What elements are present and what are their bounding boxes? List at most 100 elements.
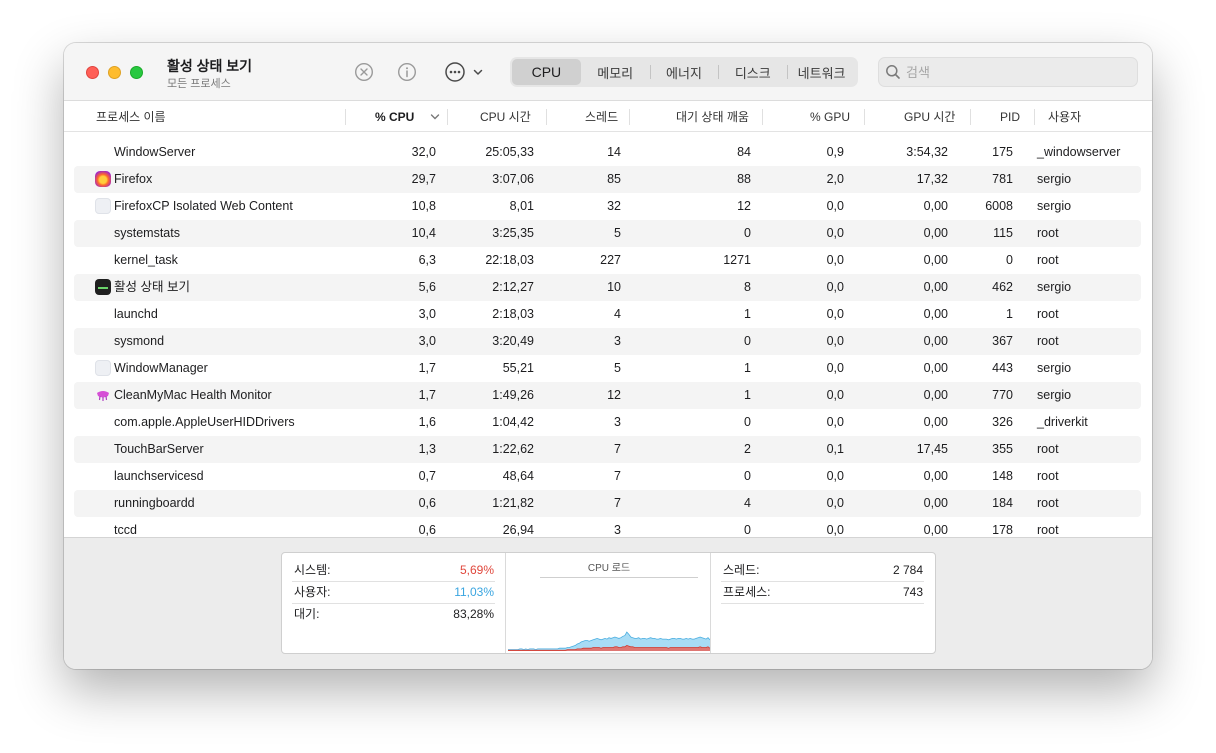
user-name: sergio (1037, 199, 1072, 213)
more-actions-button[interactable] (442, 61, 486, 83)
close-window-button[interactable] (86, 66, 99, 79)
search-input[interactable] (906, 64, 1106, 80)
user-label: 사용자: (294, 585, 331, 599)
idle-wakeups: 1 (744, 388, 751, 402)
cpu-time: 1:21,82 (492, 496, 534, 510)
table-row[interactable]: WindowServer 32,0 25:05,33 14 84 0,9 3:54,32 17… (74, 139, 1141, 166)
idle-wakeups: 8 (744, 280, 751, 294)
tab-energy[interactable]: 에너지 (649, 59, 719, 85)
gpu-time: 17,32 (916, 172, 948, 186)
inspect-process-button[interactable] (396, 61, 418, 83)
column-header-pid[interactable]: PID (1000, 110, 1021, 124)
column-header-gpu[interactable]: % GPU (810, 110, 851, 124)
table-row[interactable]: CleanMyMac Health Monitor 1,7 1:49,26 12 1 0,… (74, 382, 1141, 409)
gpu-time: 0,00 (923, 388, 948, 402)
thread-count: 7 (614, 442, 621, 456)
pid: 367 (992, 334, 1013, 348)
table-row[interactable]: WindowManager 1,7 55,21 5 1 0,0 0,00 443 sergio (74, 355, 1141, 382)
gpu-time: 3:54,32 (906, 145, 948, 159)
gpu-percent: 0,1 (826, 442, 844, 456)
window-subtitle[interactable]: 모든 프로세스 (167, 78, 231, 90)
cpu-percent: 1,7 (418, 388, 436, 402)
column-header-user[interactable]: 사용자 (1048, 110, 1082, 124)
table-row[interactable]: Firefox 29,7 3:07,06 85 88 2,0 17,32 781 sergio (74, 166, 1141, 193)
thread-count: 10 (607, 280, 621, 294)
table-row[interactable]: tccd 0,6 26,94 3 0 0,0 0,00 178 root (74, 517, 1141, 537)
thread-count: 227 (600, 253, 621, 267)
gpu-percent: 0,0 (826, 280, 844, 294)
idle-wakeups: 84 (737, 145, 751, 159)
cpu-time: 2:18,03 (492, 307, 534, 321)
column-header-idle-wakeups[interactable]: 대기 상태 깨움 (676, 110, 749, 124)
cpu-time: 3:20,49 (492, 334, 534, 348)
thread-count: 7 (614, 496, 621, 510)
cpu-time: 1:49,26 (492, 388, 534, 402)
cpu-time: 2:12,27 (492, 280, 534, 294)
table-row[interactable]: TouchBarServer 1,3 1:22,62 7 2 0,1 17,45 355 roo… (74, 436, 1141, 463)
column-header-name[interactable]: 프로세스 이름 (96, 110, 166, 124)
cpu-percent: 6,3 (418, 253, 436, 267)
user-name: sergio (1037, 280, 1072, 294)
table-row[interactable]: sysmond 3,0 3:20,49 3 0 0,0 0,00 367 root (74, 328, 1141, 355)
info-circle-icon (397, 62, 417, 82)
gpu-time: 0,00 (923, 253, 948, 267)
x-circle-icon (354, 62, 374, 82)
idle-wakeups: 2 (744, 442, 751, 456)
pid: 175 (992, 145, 1013, 159)
cpu-percent: 3,0 (418, 334, 436, 348)
processes-label: 프로세스: (723, 585, 771, 599)
column-header-cpu[interactable]: % CPU (375, 110, 415, 124)
table-row[interactable]: kernel_task 6,3 22:18,03 227 1271 0,0 0,00 0 roo… (74, 247, 1141, 274)
tab-network[interactable]: 네트워크 (787, 59, 856, 85)
cpu-load-title: CPU 로드 (587, 563, 631, 574)
table-row[interactable]: 활성 상태 보기 5,6 2:12,27 10 8 0,0 0,00 462 sergio (74, 274, 1141, 301)
table-row[interactable]: launchd 3,0 2:18,03 4 1 0,0 0,00 1 root (74, 301, 1141, 328)
cpu-time: 1:22,62 (492, 442, 534, 456)
table-row[interactable]: FirefoxCP Isolated Web Content 10,8 8,01 32… (74, 193, 1141, 220)
cpu-time: 25:05,33 (485, 145, 534, 159)
minimize-window-button[interactable] (108, 66, 121, 79)
pid: 326 (992, 415, 1013, 429)
cpu-time: 3:07,06 (492, 172, 534, 186)
thread-count: 12 (607, 388, 621, 402)
idle-wakeups: 88 (737, 172, 751, 186)
tab-disk[interactable]: 디스크 (718, 59, 787, 85)
thread-count: 3 (614, 523, 621, 537)
gpu-time: 0,00 (923, 361, 948, 375)
gpu-time: 0,00 (923, 226, 948, 240)
toolbar: 활성 상태 보기 모든 프로세스 (64, 43, 1152, 101)
view-tabs: CPU 메모리 에너지 디스크 네트워크 (510, 57, 858, 87)
tab-memory[interactable]: 메모리 (597, 65, 634, 81)
column-divider (1034, 109, 1035, 125)
idle-wakeups: 0 (744, 226, 751, 240)
table-header: 프로세스 이름 % CPU CPU 시간 스레드 대기 상태 깨움 % GPU … (64, 102, 1152, 132)
gpu-percent: 0,0 (826, 415, 844, 429)
gpu-percent: 0,0 (826, 469, 844, 483)
zoom-window-button[interactable] (130, 66, 143, 79)
gpu-time: 17,45 (916, 442, 948, 456)
user-name: root (1037, 496, 1059, 510)
column-header-cpu-time[interactable]: CPU 시간 (480, 110, 531, 124)
thread-count: 4 (614, 307, 621, 321)
table-row[interactable]: systemstats 10,4 3:25,35 5 0 0,0 0,00 115 root (74, 220, 1141, 247)
gpu-percent: 0,0 (826, 307, 844, 321)
thread-count: 3 (614, 415, 621, 429)
pid: 1 (1006, 307, 1013, 321)
cpu-time: 48,64 (502, 469, 534, 483)
table-row[interactable]: com.apple.AppleUserHIDDrivers 1,6 1:04,42 3… (74, 409, 1141, 436)
idle-wakeups: 1271 (723, 253, 751, 267)
table-row[interactable]: runningboardd 0,6 1:21,82 7 4 0,0 0,00 184 root (74, 490, 1141, 517)
column-header-threads[interactable]: 스레드 (585, 110, 619, 124)
table-row[interactable]: launchservicesd 0,7 48,64 7 0 0,0 0,00 148 root (74, 463, 1141, 490)
cpu-usage-panel: 시스템: 5,69% 사용자: 11,03% 대기: 83,28% (282, 553, 505, 653)
cpu-percent: 1,3 (418, 442, 436, 456)
process-name: WindowServer (114, 145, 196, 159)
process-name: com.apple.AppleUserHIDDrivers (114, 415, 295, 429)
cpu-percent: 10,4 (411, 226, 436, 240)
cpu-percent: 3,0 (418, 307, 436, 321)
column-header-gpu-time[interactable]: GPU 시간 (904, 110, 956, 124)
thread-count: 85 (607, 172, 621, 186)
stop-process-button[interactable] (353, 61, 375, 83)
cpu-percent: 0,6 (418, 496, 436, 510)
tab-cpu[interactable]: CPU (512, 59, 581, 85)
